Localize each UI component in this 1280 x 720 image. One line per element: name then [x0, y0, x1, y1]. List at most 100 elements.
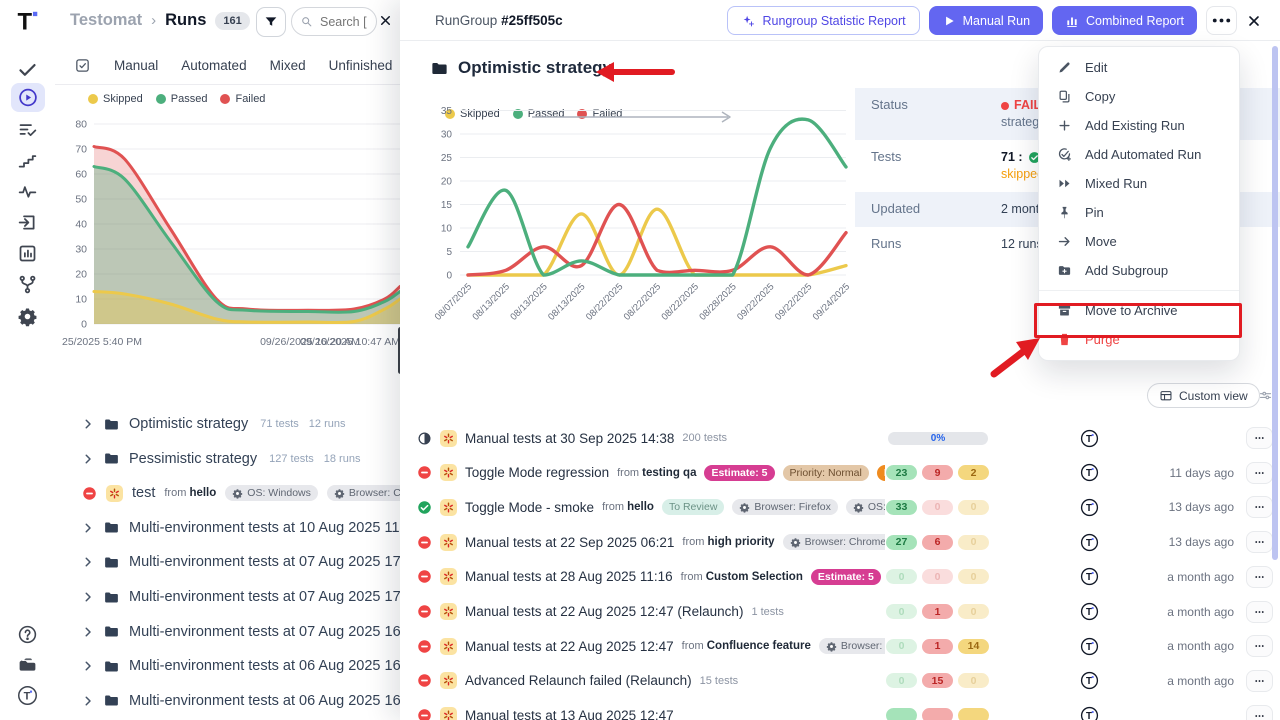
rungroup-statistic-report-button[interactable]: Rungroup Statistic Report [727, 6, 920, 35]
row-more-button[interactable] [1246, 635, 1273, 658]
testomat-logo[interactable]: T [14, 8, 40, 34]
manual-run-button[interactable]: Manual Run [928, 6, 1044, 35]
sliders-icon[interactable] [1258, 388, 1273, 403]
run-row[interactable]: Manual tests at 13 Aug 2025 12:47 T [417, 700, 1280, 720]
search-input[interactable] [318, 13, 376, 30]
run-row[interactable]: Manual tests at 22 Sep 2025 06:21 from h… [417, 526, 1280, 558]
more-actions-button[interactable] [1206, 6, 1237, 35]
panel-scrollbar[interactable] [1272, 46, 1278, 560]
analytics-pulse-nav-icon[interactable] [17, 181, 38, 202]
svg-text:09/22/2025: 09/22/2025 [773, 281, 814, 322]
menu-item-copy[interactable]: Copy [1039, 82, 1239, 111]
group-name[interactable]: Optimistic strategy [129, 416, 249, 432]
chevron-right-icon[interactable] [82, 522, 94, 534]
run-title[interactable]: Advanced Relaunch failed (Relaunch) [465, 673, 692, 689]
run-row[interactable]: Manual tests at 22 Aug 2025 12:47 (Relau… [417, 596, 1280, 628]
settings-gear-icon[interactable] [17, 306, 38, 327]
row-more-button[interactable] [1246, 669, 1273, 692]
run-row[interactable]: Toggle Mode - smoke from hello To Review… [417, 491, 1280, 523]
run-title[interactable]: Manual tests at 22 Sep 2025 06:21 [465, 534, 675, 550]
import-nav-icon[interactable] [17, 212, 38, 233]
chevron-right-icon[interactable] [82, 626, 94, 638]
row-more-button[interactable] [1246, 531, 1273, 554]
close-icon[interactable] [1246, 13, 1262, 29]
menu-item-add-subgroup[interactable]: Add Subgroup [1039, 256, 1239, 285]
chevron-right-icon[interactable] [82, 453, 94, 465]
test-plans-nav-icon[interactable] [17, 119, 38, 140]
group-list-item[interactable]: Multi-environment tests at 10 Aug 2025 1… [55, 512, 400, 544]
menu-item-add-automated-run[interactable]: Add Automated Run [1039, 140, 1239, 169]
account-avatar[interactable]: T [17, 685, 38, 706]
svg-text:60: 60 [75, 169, 87, 181]
menu-item-edit[interactable]: Edit [1039, 53, 1239, 82]
tab-automated[interactable]: Automated [181, 58, 247, 73]
menu-item-move[interactable]: Move [1039, 227, 1239, 256]
run-title[interactable]: Manual tests at 13 Aug 2025 12:47 [465, 708, 674, 720]
search-box[interactable] [291, 7, 377, 36]
select-runs-icon[interactable] [74, 57, 91, 74]
menu-item-move-to-archive[interactable]: Move to Archive [1039, 296, 1239, 325]
group-name[interactable]: Multi-environment tests at 10 Aug 2025 1… [129, 519, 400, 536]
row-more-button[interactable] [1246, 461, 1273, 484]
combined-report-button[interactable]: Combined Report [1052, 6, 1197, 35]
run-title[interactable]: Manual tests at 28 Aug 2025 11:16 [465, 569, 673, 585]
group-name[interactable]: Multi-environment tests at 06 Aug 2025 1… [129, 658, 400, 675]
run-title[interactable]: Manual tests at 22 Aug 2025 12:47 [465, 638, 674, 654]
chevron-right-icon[interactable] [82, 591, 94, 603]
tab-unfinished[interactable]: Unfinished [328, 58, 393, 73]
group-list-item[interactable]: Optimistic strategy 71 tests 12 runs [55, 408, 400, 440]
menu-item-add-existing-run[interactable]: Add Existing Run [1039, 111, 1239, 140]
group-name[interactable]: Multi-environment tests at 06 Aug 2025 1… [129, 692, 400, 709]
group-name[interactable]: Pessimistic strategy [129, 450, 258, 467]
group-list-item[interactable]: test from hello OS: Windows Browser: Chro… [55, 477, 400, 509]
run-title[interactable]: Manual tests at 22 Aug 2025 12:47 (Relau… [465, 604, 744, 619]
help-icon[interactable] [17, 624, 38, 645]
reports-nav-icon[interactable] [17, 243, 38, 264]
branches-nav-icon[interactable] [17, 274, 38, 295]
run-title[interactable]: Manual tests at 30 Sep 2025 14:38 [465, 430, 675, 446]
group-list-item[interactable]: Pessimistic strategy 127 tests 18 runs [55, 443, 400, 475]
group-name[interactable]: Multi-environment tests at 07 Aug 2025 1… [129, 623, 400, 640]
menu-item-pin[interactable]: Pin [1039, 198, 1239, 227]
group-name[interactable]: test [132, 485, 156, 502]
run-title[interactable]: Toggle Mode - smoke [465, 499, 595, 515]
svg-text:T: T [1086, 711, 1092, 720]
run-row[interactable]: Advanced Relaunch failed (Relaunch) 15 t… [417, 665, 1280, 697]
run-row[interactable]: Manual tests at 30 Sep 2025 14:38 200 te… [417, 422, 1280, 454]
steps-nav-icon[interactable] [17, 150, 38, 171]
clear-search-icon[interactable] [378, 13, 393, 28]
group-list-item[interactable]: Multi-environment tests at 06 Aug 2025 1… [55, 650, 400, 682]
custom-view-button[interactable]: Custom view [1147, 383, 1260, 408]
breadcrumb-root[interactable]: Testomat [70, 11, 143, 29]
group-list-item[interactable]: Multi-environment tests at 07 Aug 2025 1… [55, 546, 400, 578]
chevron-right-icon[interactable] [82, 556, 94, 568]
svg-text:30: 30 [441, 130, 453, 141]
group-list-item[interactable]: Multi-environment tests at 06 Aug 2025 1… [55, 685, 400, 717]
run-row[interactable]: Toggle Mode regression from testing qa E… [417, 457, 1280, 489]
group-list-item[interactable]: Multi-environment tests at 07 Aug 2025 1… [55, 581, 400, 613]
group-name[interactable]: Multi-environment tests at 07 Aug 2025 1… [129, 589, 400, 605]
folder-icon [103, 589, 120, 606]
run-title[interactable]: Toggle Mode regression [465, 465, 610, 481]
run-row[interactable]: Manual tests at 22 Aug 2025 12:47 from C… [417, 630, 1280, 662]
filter-button[interactable] [256, 7, 286, 37]
group-list-item[interactable]: Multi-environment tests at 07 Aug 2025 1… [55, 616, 400, 648]
row-more-button[interactable] [1246, 427, 1273, 449]
row-more-button[interactable] [1246, 496, 1273, 519]
group-name[interactable]: Multi-environment tests at 07 Aug 2025 1… [129, 554, 400, 571]
run-row[interactable]: Manual tests at 28 Aug 2025 11:16 from C… [417, 561, 1280, 593]
menu-item-purge[interactable]: Purge [1039, 325, 1239, 354]
tab-manual[interactable]: Manual [114, 58, 159, 73]
row-more-button[interactable] [1246, 704, 1273, 720]
chevron-right-icon[interactable] [82, 418, 94, 430]
runs-nav-icon[interactable] [11, 83, 45, 112]
row-more-button[interactable] [1246, 600, 1273, 623]
chevron-right-icon[interactable] [82, 660, 94, 672]
status-row-label: Tests [871, 149, 902, 164]
projects-folder-icon[interactable] [17, 654, 38, 675]
menu-item-mixed-run[interactable]: Mixed Run [1039, 169, 1239, 198]
tasks-nav-icon[interactable] [17, 59, 38, 80]
chevron-right-icon[interactable] [82, 695, 94, 707]
tab-mixed[interactable]: Mixed [269, 58, 306, 73]
row-more-button[interactable] [1246, 565, 1273, 588]
